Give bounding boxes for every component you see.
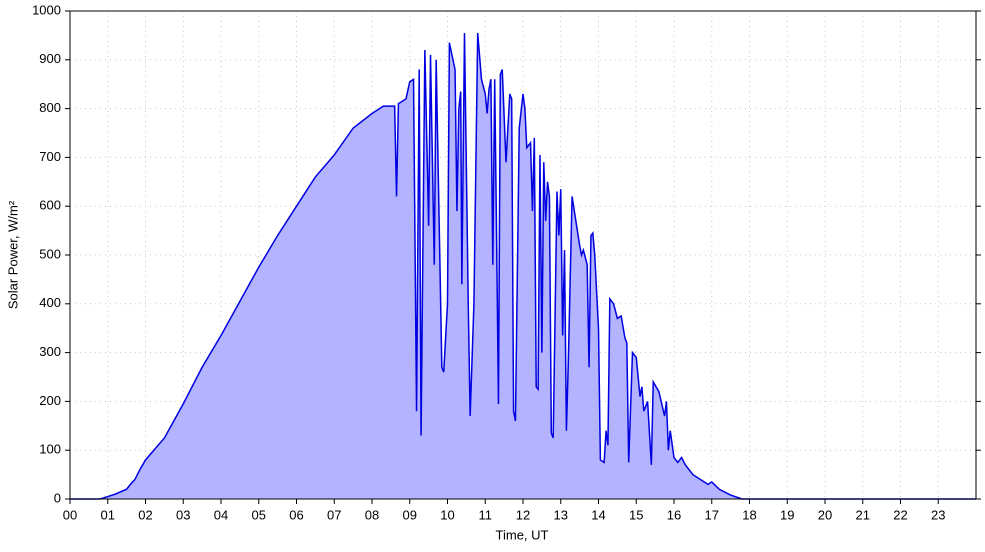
y-tick-label: 100 [39, 442, 61, 457]
x-tick-label: 09 [403, 507, 417, 522]
x-tick-label: 00 [63, 507, 77, 522]
x-axis-label: Time, UT [496, 527, 549, 542]
y-tick-label: 700 [39, 149, 61, 164]
y-tick-label: 300 [39, 344, 61, 359]
x-tick-label: 21 [856, 507, 870, 522]
x-tick-label: 16 [667, 507, 681, 522]
x-tick-label: 13 [554, 507, 568, 522]
y-tick-label: 1000 [32, 2, 61, 17]
y-tick-label: 200 [39, 393, 61, 408]
x-tick-label: 15 [629, 507, 643, 522]
x-tick-label: 01 [101, 507, 115, 522]
x-tick-label: 10 [440, 507, 454, 522]
x-tick-label: 19 [780, 507, 794, 522]
x-tick-label: 23 [931, 507, 945, 522]
y-axis-label: Solar Power, W/m² [5, 200, 20, 309]
x-tick-label: 18 [742, 507, 756, 522]
x-tick-label: 06 [289, 507, 303, 522]
area [70, 32, 976, 500]
x-tick-label: 04 [214, 507, 228, 522]
x-tick-label: 12 [516, 507, 530, 522]
x-tick-label: 07 [327, 507, 341, 522]
y-tick-label: 400 [39, 295, 61, 310]
x-tick-label: 05 [252, 507, 266, 522]
y-tick-label: 0 [54, 490, 61, 505]
y-tick-label: 800 [39, 100, 61, 115]
y-tick-label: 500 [39, 246, 61, 261]
line [70, 32, 976, 500]
x-tick-label: 08 [365, 507, 379, 522]
x-tick-label: 17 [705, 507, 719, 522]
y-tick-label: 600 [39, 198, 61, 213]
x-tick-label: 14 [591, 507, 605, 522]
x-tick-label: 03 [176, 507, 190, 522]
x-tick-label: 02 [138, 507, 152, 522]
y-tick-label: 900 [39, 51, 61, 66]
x-tick-label: 22 [893, 507, 907, 522]
x-tick-label: 11 [479, 507, 493, 522]
x-tick-label: 20 [818, 507, 832, 522]
plot-frame [69, 10, 977, 500]
